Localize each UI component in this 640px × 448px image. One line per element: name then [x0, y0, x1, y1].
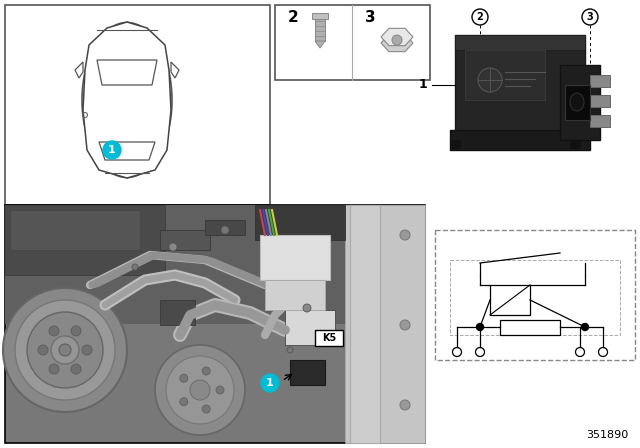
Bar [350, 205, 380, 443]
Bar [5, 205, 425, 324]
Text: 2: 2 [287, 9, 298, 25]
Bar [565, 85, 590, 120]
Bar [160, 300, 195, 325]
Bar [465, 50, 545, 100]
Bar [315, 19, 325, 41]
Circle shape [478, 68, 502, 92]
Circle shape [221, 226, 229, 234]
Bar [275, 5, 430, 80]
Polygon shape [381, 28, 413, 46]
Circle shape [202, 367, 210, 375]
Circle shape [82, 345, 92, 355]
Text: 2: 2 [477, 12, 483, 22]
Text: 3: 3 [587, 12, 593, 22]
Polygon shape [75, 62, 83, 78]
Bar [285, 310, 335, 345]
Circle shape [392, 35, 402, 45]
Circle shape [202, 405, 210, 413]
Circle shape [15, 300, 115, 400]
Text: K5: K5 [322, 333, 336, 343]
Circle shape [49, 326, 59, 336]
Circle shape [38, 345, 48, 355]
Bar [500, 320, 560, 335]
Circle shape [400, 320, 410, 330]
Polygon shape [171, 62, 179, 78]
Bar [290, 360, 325, 385]
Bar [160, 230, 210, 250]
Circle shape [303, 304, 311, 312]
Circle shape [287, 347, 293, 353]
Ellipse shape [82, 22, 172, 177]
Ellipse shape [570, 93, 584, 111]
Circle shape [59, 344, 71, 356]
Bar [265, 280, 325, 310]
Circle shape [400, 230, 410, 240]
Bar [5, 205, 425, 443]
Bar [590, 115, 610, 127]
Circle shape [190, 380, 210, 400]
Bar [450, 130, 590, 150]
Text: 3: 3 [365, 9, 375, 25]
Bar [590, 95, 610, 107]
Bar [312, 13, 328, 19]
Bar [5, 205, 165, 275]
Bar [455, 35, 585, 135]
Circle shape [582, 323, 589, 331]
Bar [5, 5, 270, 205]
Circle shape [71, 364, 81, 374]
Circle shape [155, 345, 245, 435]
Circle shape [49, 364, 59, 374]
Polygon shape [83, 22, 171, 178]
Bar [560, 65, 600, 140]
Polygon shape [315, 41, 325, 48]
Bar [255, 205, 345, 240]
Polygon shape [381, 34, 413, 52]
Circle shape [132, 264, 138, 270]
Bar [590, 75, 610, 87]
Circle shape [166, 356, 234, 424]
Circle shape [3, 288, 127, 412]
Circle shape [216, 386, 224, 394]
Circle shape [261, 374, 279, 392]
Bar [345, 205, 425, 443]
Bar [450, 260, 620, 335]
Text: 1: 1 [108, 145, 116, 155]
Circle shape [103, 141, 121, 159]
Circle shape [169, 243, 177, 251]
Bar [490, 285, 530, 315]
Circle shape [27, 312, 103, 388]
Text: 351890: 351890 [586, 430, 628, 440]
Bar [10, 210, 140, 250]
Bar [260, 235, 330, 280]
Circle shape [180, 398, 188, 406]
Bar [450, 140, 460, 148]
Circle shape [400, 400, 410, 410]
Text: 1: 1 [419, 78, 427, 91]
Circle shape [71, 326, 81, 336]
Circle shape [51, 336, 79, 364]
Bar [315, 330, 343, 346]
Bar [570, 140, 580, 148]
Circle shape [477, 323, 483, 331]
Bar [435, 230, 635, 360]
Bar [455, 35, 585, 50]
Bar [205, 220, 245, 235]
Text: 1: 1 [266, 378, 274, 388]
Circle shape [180, 374, 188, 382]
